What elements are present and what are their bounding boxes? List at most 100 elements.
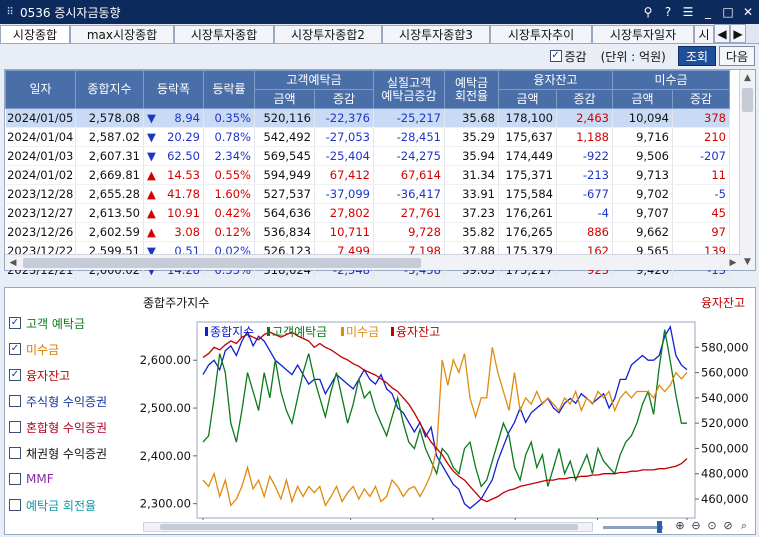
tab-bar: 시장종합 max시장종합 시장투자종합 시장투자종합2 시장투자종합3 시장투자추이 시장투…: [0, 24, 759, 44]
tab-0[interactable]: 시장종합: [0, 25, 70, 43]
arrow-up-icon: ▲: [147, 168, 156, 182]
arrow-down-icon: ▼: [147, 111, 156, 125]
cell-deposit: 527,537: [254, 184, 315, 204]
tab-1[interactable]: max시장종합: [70, 25, 174, 43]
change-value: 62.50: [167, 149, 200, 163]
minimize-icon[interactable]: _: [705, 5, 711, 19]
series-checkbox[interactable]: [9, 473, 21, 485]
cell-deposit-delta: 27,802: [314, 203, 374, 223]
series-option[interactable]: 혼합형 수익증권: [9, 414, 133, 440]
col-header-date[interactable]: 일자: [5, 70, 76, 109]
zoom-reset-icon[interactable]: ⊙: [707, 519, 717, 532]
col-header-rate[interactable]: 등락률: [203, 70, 255, 109]
chart-scroll-thumb[interactable]: [160, 524, 578, 530]
series-checkbox[interactable]: ✓: [9, 343, 21, 355]
zoom-in-icon[interactable]: ⊕: [675, 519, 685, 532]
pin-icon[interactable]: ⚲: [643, 5, 653, 19]
series-option-label: 주식형 수익증권: [26, 394, 108, 409]
col-header-credit-group: 융자잔고: [498, 70, 613, 90]
menu-icon[interactable]: ☰: [682, 5, 694, 19]
right-axis-label: 480,000: [701, 467, 749, 481]
cell-receivable-delta: 45: [672, 203, 730, 223]
series-checkbox[interactable]: ✓: [9, 317, 21, 329]
chart-zoom-bar: ⊕ ⊖ ⊙ ⊘ ⌕: [135, 519, 755, 535]
change-checkbox[interactable]: ✓: [549, 50, 562, 62]
maximize-icon[interactable]: □: [722, 5, 734, 19]
zoom-select-icon[interactable]: ⌕: [740, 519, 748, 532]
series-checkbox[interactable]: [9, 421, 21, 433]
scroll-right-icon[interactable]: ▶: [729, 258, 737, 268]
series-option[interactable]: 주식형 수익증권: [9, 388, 133, 414]
series-checkbox[interactable]: ✓: [9, 369, 21, 381]
series-checkbox[interactable]: [9, 499, 21, 511]
table-row[interactable]: 2024/01/03 2,607.31 ▼ 62.50 2.34% 569,545 -25,…: [5, 146, 730, 166]
series-option[interactable]: 예탁금 회전율: [9, 492, 133, 518]
series-checkbox[interactable]: [9, 447, 21, 459]
series-option[interactable]: ✓ 융자잔고: [9, 362, 133, 388]
next-button[interactable]: 다음: [718, 46, 755, 66]
tab-prev-icon[interactable]: ◀: [714, 24, 730, 43]
cell-real-deposit: -24,275: [373, 146, 445, 166]
col-header-change[interactable]: 등락폭: [143, 70, 204, 109]
tab-4[interactable]: 시장투자종합3: [382, 25, 490, 43]
table-row[interactable]: 2024/01/05 2,578.08 ▼ 8.94 0.35% 520,116 -22,3…: [5, 108, 730, 128]
cell-deposit: 594,949: [254, 165, 315, 185]
series-option[interactable]: MMF: [9, 466, 133, 492]
col-header-index[interactable]: 종합지수: [75, 70, 144, 109]
query-button[interactable]: 조회: [677, 46, 716, 66]
cell-deposit-delta: -37,099: [314, 184, 374, 204]
col-header-receivable-amount[interactable]: 금액: [612, 89, 673, 109]
series-checkbox[interactable]: [9, 395, 21, 407]
col-header-turnover[interactable]: 예탁금 회전율: [444, 70, 499, 109]
cell-receivable-delta: 210: [672, 127, 730, 147]
zoom-out-icon[interactable]: ⊖: [691, 519, 701, 532]
cell-index: 2,669.81: [75, 165, 144, 185]
series-option[interactable]: ✓ 고객 예탁금: [9, 310, 133, 336]
legend-swatch: [391, 327, 394, 336]
series-option[interactable]: ✓ 미수금: [9, 336, 133, 362]
cell-change: ▲ 3.08: [143, 222, 204, 242]
cell-date: 2023/12/26: [5, 222, 76, 242]
scroll-down-icon[interactable]: ▼: [744, 257, 751, 267]
zoom-slider-knob[interactable]: [657, 521, 662, 533]
tab-5[interactable]: 시장투자추이: [490, 25, 592, 43]
close-icon[interactable]: ✕: [742, 5, 754, 19]
scroll-thumb[interactable]: [742, 88, 753, 112]
cell-credit: 178,100: [498, 108, 557, 128]
table-row[interactable]: 2023/12/27 2,613.50 ▲ 10.91 0.42% 564,636 27,8…: [5, 203, 730, 223]
tab-next-icon[interactable]: ▶: [730, 24, 746, 43]
grid-vertical-scrollbar[interactable]: ▲ ▼: [739, 70, 755, 270]
fund-trend-chart[interactable]: 2,300.00 2,400.00 2,500.00 2,600.00 460,000 4…: [135, 314, 755, 520]
zoom-slider[interactable]: [603, 526, 663, 529]
tab-7[interactable]: 시: [694, 25, 714, 43]
scroll-left-icon[interactable]: ◀: [9, 258, 17, 268]
drag-grip-icon[interactable]: ⠿: [6, 6, 14, 18]
table-row[interactable]: 2023/12/26 2,602.59 ▲ 3.08 0.12% 536,834 10,71…: [5, 222, 730, 242]
help-icon[interactable]: ?: [664, 5, 672, 19]
col-header-credit-delta[interactable]: 증감: [556, 89, 613, 109]
left-axis-label: 2,300.00: [140, 497, 191, 511]
tab-6[interactable]: 시장투자일자: [592, 25, 694, 43]
chart-scroll-track[interactable]: [143, 522, 593, 532]
table-row[interactable]: 2024/01/02 2,669.81 ▲ 14.53 0.55% 594,949 67,4…: [5, 165, 730, 185]
col-header-deposit-amount[interactable]: 금액: [254, 89, 315, 109]
col-header-deposit-delta[interactable]: 증감: [314, 89, 374, 109]
tab-3[interactable]: 시장투자종합2: [274, 25, 382, 43]
tab-2[interactable]: 시장투자종합: [174, 25, 274, 43]
toolbar: ✓ 증감 (단위 : 억원) 조회 다음: [0, 44, 759, 68]
series-option[interactable]: 채권형 수익증권: [9, 440, 133, 466]
change-value: 10.91: [167, 206, 200, 220]
col-header-receivable-delta[interactable]: 증감: [672, 89, 730, 109]
scroll-up-icon[interactable]: ▲: [744, 73, 751, 83]
col-header-credit-amount[interactable]: 금액: [498, 89, 557, 109]
zoom-fit-icon[interactable]: ⊘: [723, 519, 733, 532]
table-row[interactable]: 2024/01/04 2,587.02 ▼ 20.29 0.78% 542,492 -27,…: [5, 127, 730, 147]
grid-horizontal-scrollbar[interactable]: ◀ ▶: [5, 254, 741, 270]
cell-date: 2024/01/02: [5, 165, 76, 185]
cell-index: 2,578.08: [75, 108, 144, 128]
table-row[interactable]: 2023/12/28 2,655.28 ▲ 41.78 1.60% 527,537 -37,…: [5, 184, 730, 204]
hscroll-thumb[interactable]: [23, 258, 421, 268]
col-header-real-deposit[interactable]: 실질고객 예탁금증감: [373, 70, 445, 109]
cell-credit-delta: -4: [556, 203, 613, 223]
